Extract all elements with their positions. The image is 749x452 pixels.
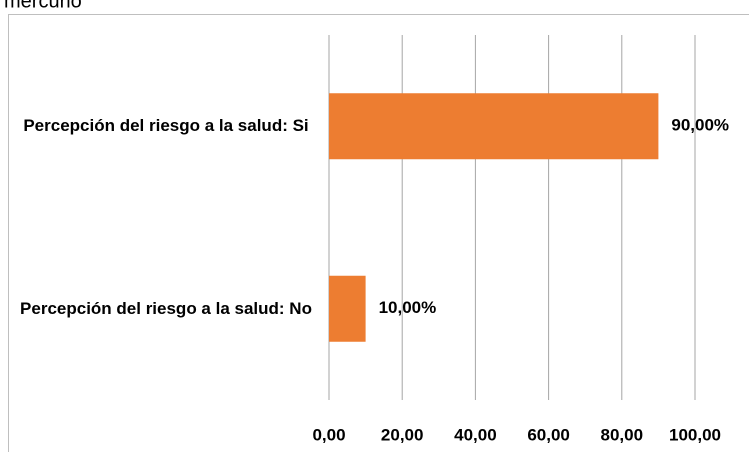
- chart-border: [8, 14, 749, 452]
- data-label: 10,00%: [379, 298, 437, 317]
- y-tick-label: Percepción del riesgo a la salud: No: [20, 298, 312, 318]
- x-tick-label: 40,00: [454, 425, 497, 444]
- chart-title: mercurio: [4, 0, 82, 12]
- x-tick-label: 60,00: [527, 425, 570, 444]
- x-tick-label: 0,00: [312, 425, 345, 444]
- x-tick-label: 100,00: [669, 425, 721, 444]
- bar: [329, 275, 366, 342]
- x-tick-label: 80,00: [601, 425, 644, 444]
- bar: [329, 93, 659, 160]
- data-label: 90,00%: [671, 116, 729, 135]
- x-tick-label: 20,00: [381, 425, 424, 444]
- y-tick-label: Percepción del riesgo a la salud: Si: [23, 116, 309, 136]
